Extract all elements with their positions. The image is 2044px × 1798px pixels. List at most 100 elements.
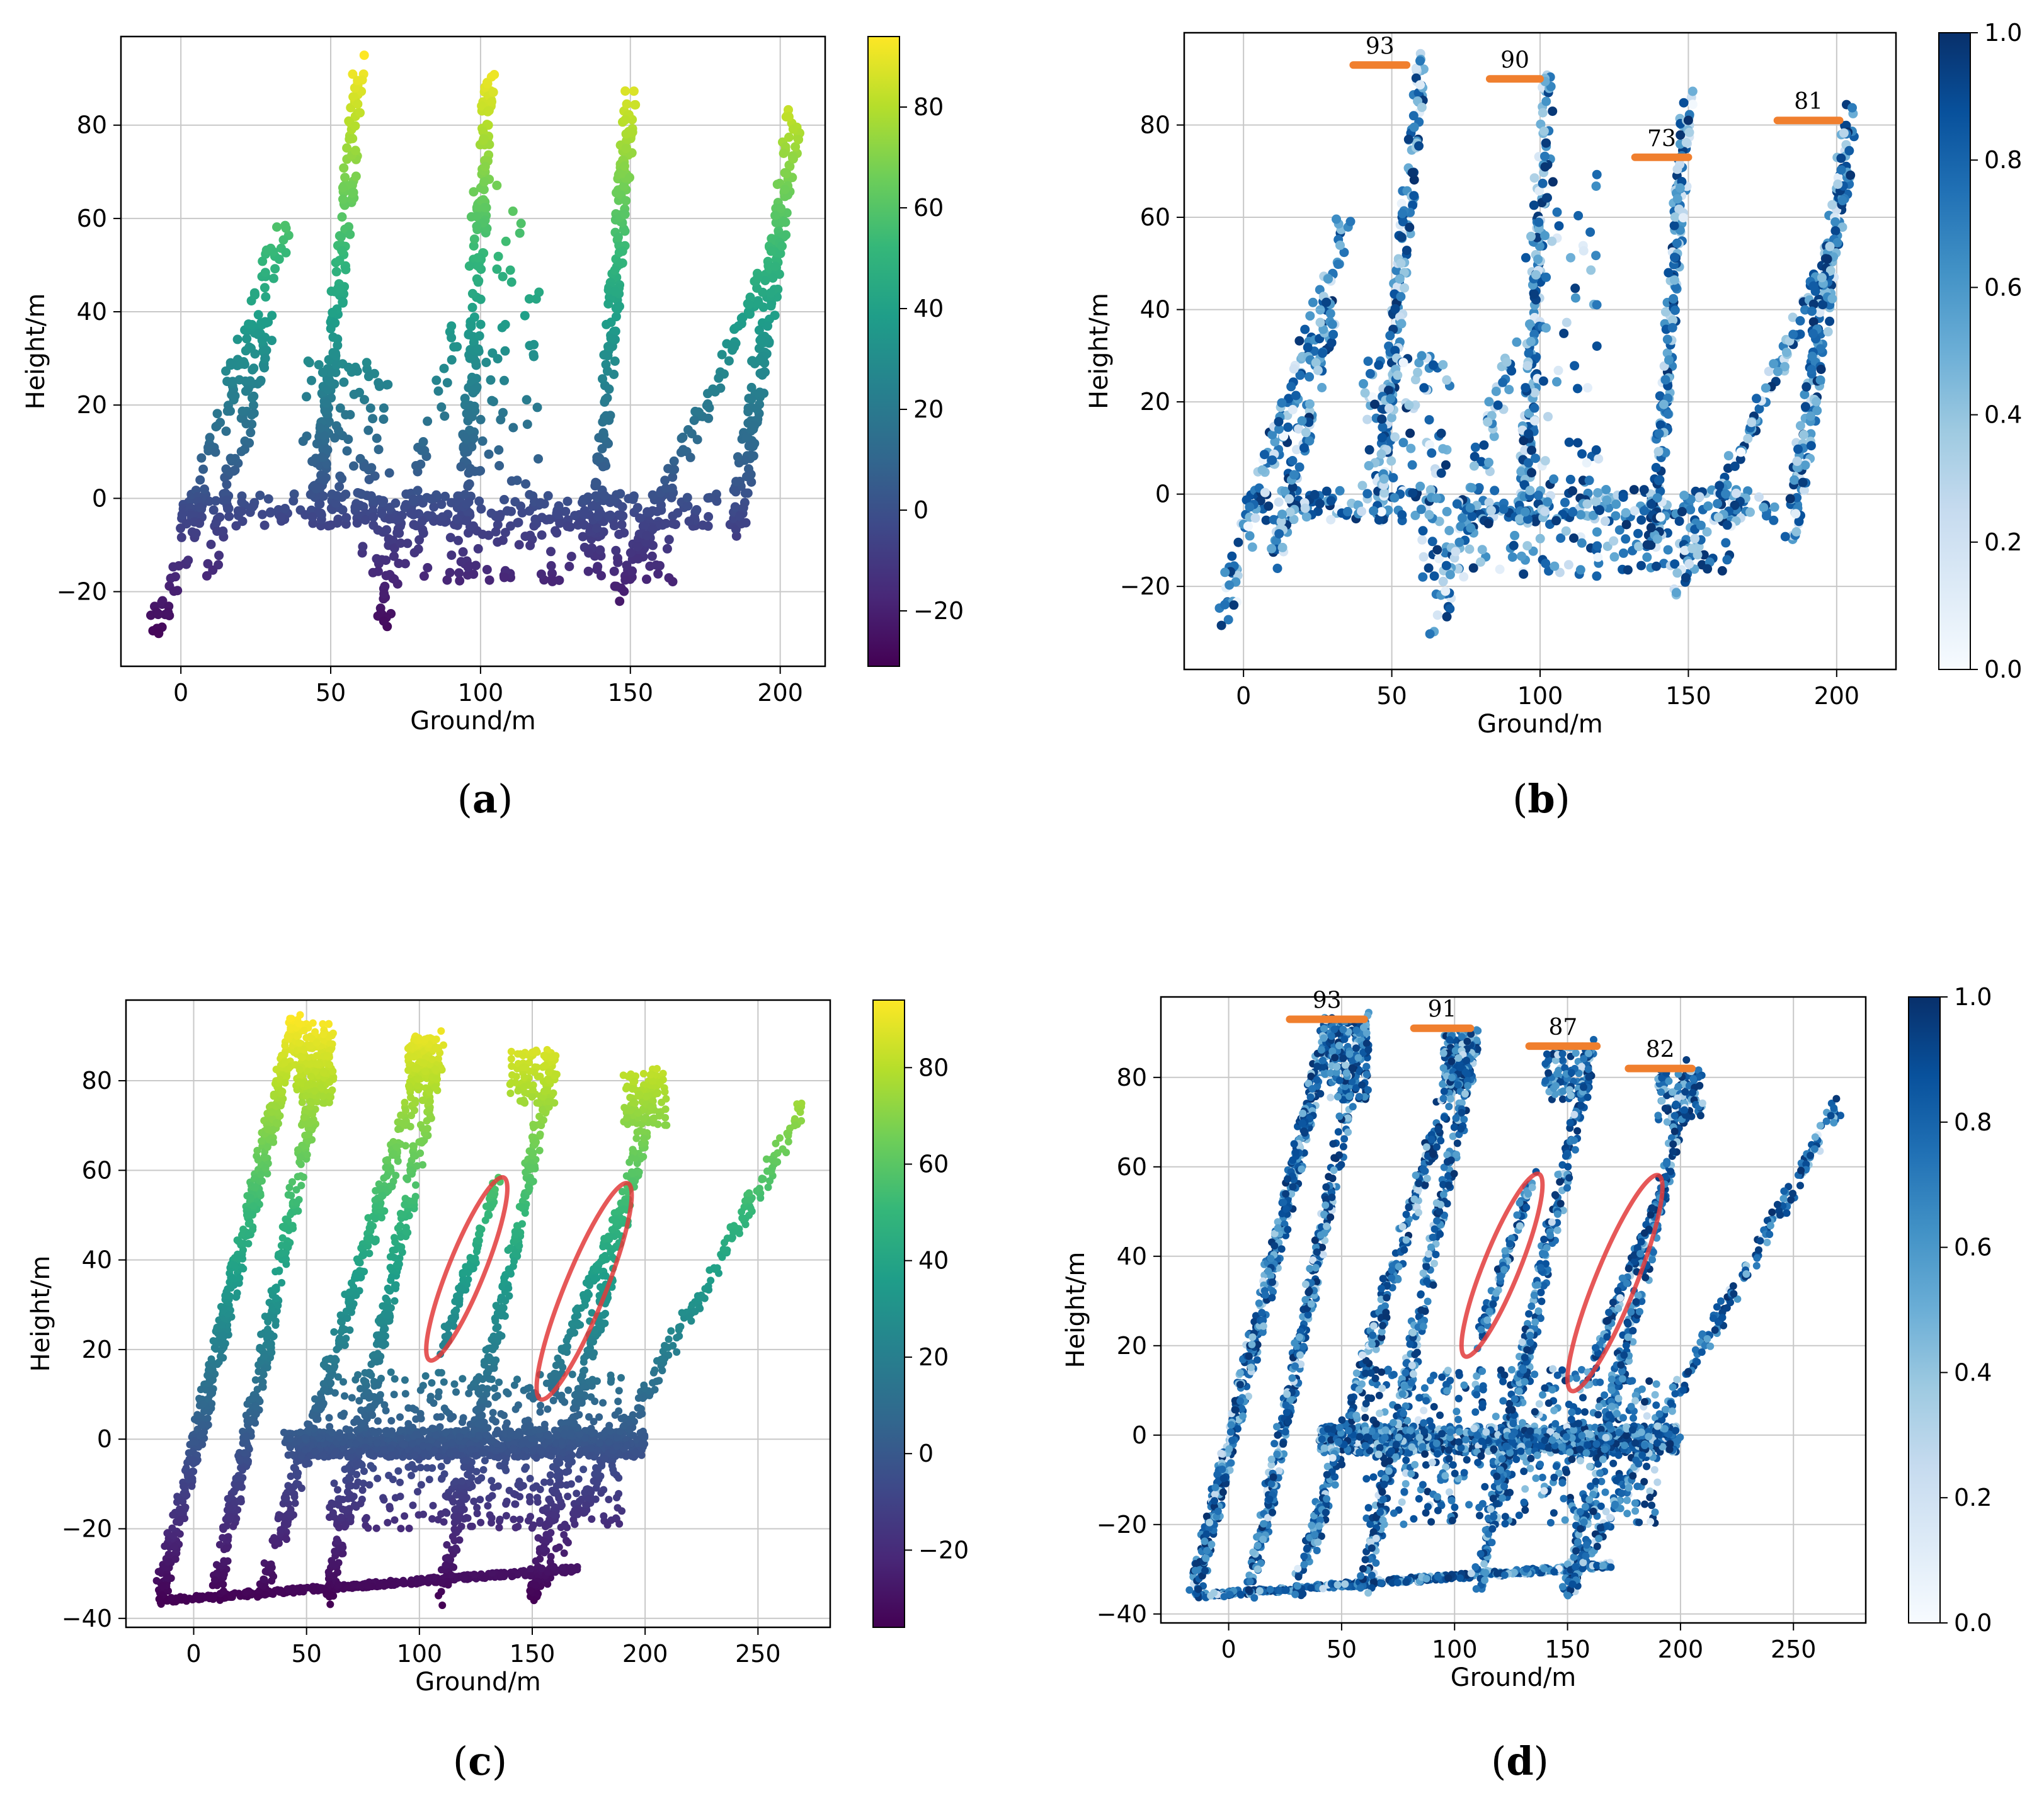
scatter-point <box>578 532 588 542</box>
scatter-point <box>537 1401 545 1409</box>
scatter-point <box>363 425 374 435</box>
scatter-point <box>1795 421 1805 431</box>
scatter-point <box>525 540 535 550</box>
scatter-point <box>1715 481 1725 491</box>
scatter-point <box>332 491 342 501</box>
scatter-point <box>1397 510 1407 520</box>
scatter-point <box>1522 361 1533 371</box>
scatter-point <box>328 332 338 342</box>
scatter-point <box>653 569 663 579</box>
scatter-point <box>414 535 425 545</box>
scatter-point <box>648 490 658 500</box>
scatter-point <box>1390 432 1400 442</box>
scatter-point <box>261 292 271 302</box>
scatter-point <box>641 1433 649 1441</box>
scatter-point <box>222 479 232 489</box>
scatter-point <box>776 203 786 213</box>
scatter-point <box>1529 173 1539 183</box>
scatter-point <box>617 502 627 512</box>
scatter-point <box>1687 543 1698 554</box>
scatter-point <box>1730 461 1740 471</box>
scatter-point <box>531 294 541 304</box>
scatter-point <box>1429 571 1439 581</box>
scatter-point <box>710 387 720 397</box>
scatter-point <box>337 212 347 222</box>
scatter-point <box>1659 399 1669 409</box>
scatter-point <box>478 195 488 205</box>
scatter-point <box>1466 523 1476 533</box>
scatter-point <box>1582 458 1592 468</box>
scatter-point <box>396 538 406 548</box>
scatter-point <box>466 212 476 222</box>
scatter-point <box>340 173 350 183</box>
scatter-point <box>766 246 776 256</box>
scatter-point <box>411 1465 419 1473</box>
scatter-point <box>474 1476 482 1484</box>
scatter-point <box>1502 357 1512 367</box>
scatter-point <box>583 566 593 576</box>
scatter-point <box>1535 533 1545 543</box>
scatter-point <box>447 333 457 343</box>
scatter-point <box>363 372 374 382</box>
scatter-point <box>1305 399 1315 409</box>
scatter-point <box>1260 487 1270 498</box>
scatter-point <box>476 319 486 329</box>
scatter-point <box>1721 489 1731 499</box>
scatter-point <box>1679 491 1689 501</box>
scatter-point <box>224 511 234 521</box>
scatter-point <box>1277 542 1287 552</box>
scatter-point <box>348 92 358 102</box>
scatter-point <box>484 1502 492 1510</box>
scatter-point <box>447 550 457 560</box>
scatter-point <box>334 1373 342 1381</box>
scatter-point <box>381 571 391 581</box>
scatter-point <box>1686 504 1696 515</box>
scatter-point <box>323 445 333 455</box>
scatter-point <box>464 261 474 271</box>
scatter-point <box>1467 483 1476 493</box>
scatter-point <box>1339 248 1349 258</box>
scatter-point <box>409 1501 417 1510</box>
scatter-point <box>513 1375 521 1384</box>
plot-frame <box>120 35 826 668</box>
scatter-point <box>343 1583 351 1591</box>
scatter-point <box>1476 457 1487 467</box>
scatter-point <box>440 411 450 421</box>
scatter-point <box>374 445 384 455</box>
scatter-point <box>359 50 369 60</box>
scatter-point <box>342 143 352 153</box>
scatter-point <box>744 300 754 310</box>
scatter-point <box>784 111 794 122</box>
scatter-point <box>1470 442 1480 452</box>
scatter-point <box>1788 329 1798 339</box>
scatter-point <box>536 569 546 579</box>
scatter-point <box>335 403 345 413</box>
scatter-point <box>684 516 694 526</box>
scatter-point <box>595 453 605 464</box>
scatter-point <box>379 589 389 599</box>
scatter-point <box>1799 430 1808 440</box>
scatter-point <box>779 149 789 158</box>
scatter-point <box>554 501 564 511</box>
scatter-point <box>620 575 631 585</box>
scatter-point <box>555 518 565 528</box>
scatter-point <box>561 1398 569 1406</box>
scatter-point <box>1549 474 1559 484</box>
colorbar-tick-label: 80 <box>913 93 944 121</box>
scatter-point <box>272 222 282 232</box>
scatter-point <box>230 391 240 401</box>
scatter-point <box>246 428 256 438</box>
scatter-point <box>1484 457 1493 467</box>
scatter-point <box>1807 365 1817 375</box>
scatter-point <box>590 1418 598 1426</box>
scatter-point <box>189 1595 197 1603</box>
scatter-point <box>1364 461 1374 470</box>
scatter-point <box>302 431 312 441</box>
scatter-point <box>1555 567 1565 578</box>
scatter-point <box>1328 329 1339 339</box>
scatter-point <box>398 1440 406 1448</box>
scatter-point <box>528 350 539 360</box>
scatter-point <box>358 1486 367 1494</box>
scatter-point <box>491 526 501 537</box>
scatter-point <box>1274 529 1284 539</box>
